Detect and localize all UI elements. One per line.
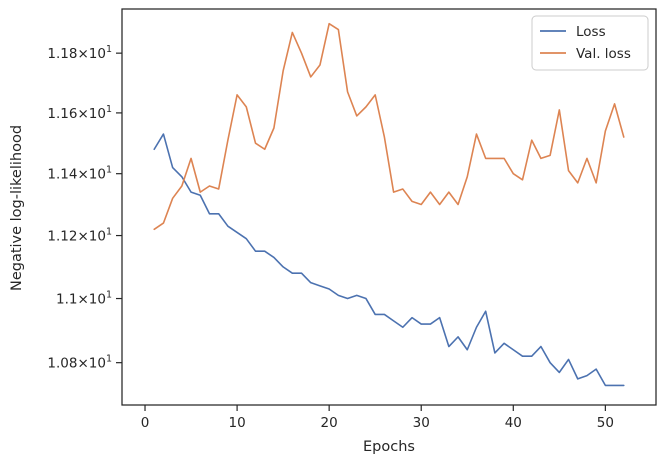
plot-frame — [121, 8, 657, 406]
x-axis-title: Epochs — [363, 439, 415, 455]
series-line-val-loss — [153, 22, 625, 231]
legend-label-loss: Loss — [576, 24, 606, 40]
y-axis-title: Negative log-likelihood — [9, 125, 25, 291]
x-tick-label: 20 — [321, 415, 338, 431]
legend: Loss Val. loss — [531, 15, 649, 71]
y-tick-label: 1.12×101 — [47, 227, 112, 245]
series-line-loss — [153, 133, 625, 387]
y-tick-label: 1.1×101 — [56, 290, 112, 308]
plot-area: 0 10 20 30 40 50 1.08×101 1.1×101 1.12×101 1.14×1… — [47, 8, 657, 431]
x-tick-label: 50 — [597, 415, 614, 431]
x-tick-label: 0 — [141, 415, 150, 431]
x-tick-label: 10 — [228, 415, 245, 431]
x-tick-label: 40 — [505, 415, 522, 431]
y-tick-label: 1.14×101 — [47, 165, 112, 183]
y-tick-label: 1.18×101 — [47, 44, 112, 62]
legend-box — [531, 15, 649, 71]
x-tick-label: 30 — [413, 415, 430, 431]
y-tick-label: 1.08×101 — [47, 354, 112, 372]
legend-label-val-loss: Val. loss — [576, 46, 631, 62]
y-tick-label: 1.16×101 — [47, 104, 112, 122]
